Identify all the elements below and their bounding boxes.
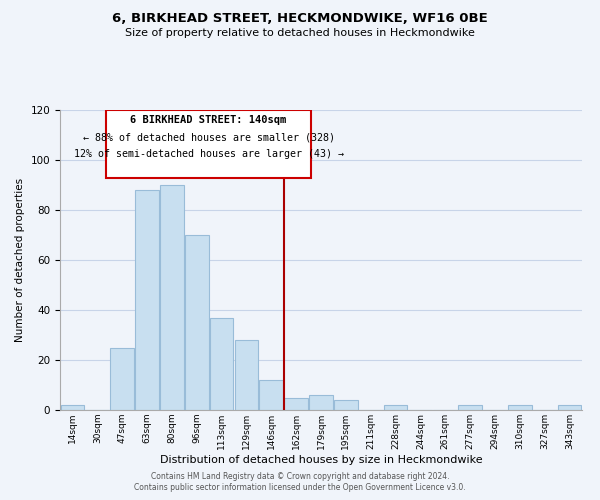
Text: Contains public sector information licensed under the Open Government Licence v3: Contains public sector information licen…: [134, 484, 466, 492]
Text: Size of property relative to detached houses in Heckmondwike: Size of property relative to detached ho…: [125, 28, 475, 38]
Text: 12% of semi-detached houses are larger (43) →: 12% of semi-detached houses are larger (…: [74, 149, 344, 159]
Bar: [135, 190, 159, 410]
Bar: [235, 340, 258, 410]
Text: 6 BIRKHEAD STREET: 140sqm: 6 BIRKHEAD STREET: 140sqm: [130, 115, 287, 125]
Text: Contains HM Land Registry data © Crown copyright and database right 2024.: Contains HM Land Registry data © Crown c…: [151, 472, 449, 481]
Bar: [259, 380, 283, 410]
Text: ← 88% of detached houses are smaller (328): ← 88% of detached houses are smaller (32…: [83, 132, 335, 142]
Text: 6, BIRKHEAD STREET, HECKMONDWIKE, WF16 0BE: 6, BIRKHEAD STREET, HECKMONDWIKE, WF16 0…: [112, 12, 488, 26]
Bar: [384, 405, 407, 410]
Bar: [458, 405, 482, 410]
Bar: [210, 318, 233, 410]
Bar: [508, 405, 532, 410]
Bar: [309, 395, 333, 410]
Bar: [160, 185, 184, 410]
Bar: [334, 400, 358, 410]
Bar: [558, 405, 581, 410]
Bar: [284, 398, 308, 410]
FancyBboxPatch shape: [106, 110, 311, 178]
Bar: [185, 235, 209, 410]
Y-axis label: Number of detached properties: Number of detached properties: [15, 178, 25, 342]
X-axis label: Distribution of detached houses by size in Heckmondwike: Distribution of detached houses by size …: [160, 454, 482, 464]
Bar: [110, 348, 134, 410]
Bar: [61, 405, 84, 410]
